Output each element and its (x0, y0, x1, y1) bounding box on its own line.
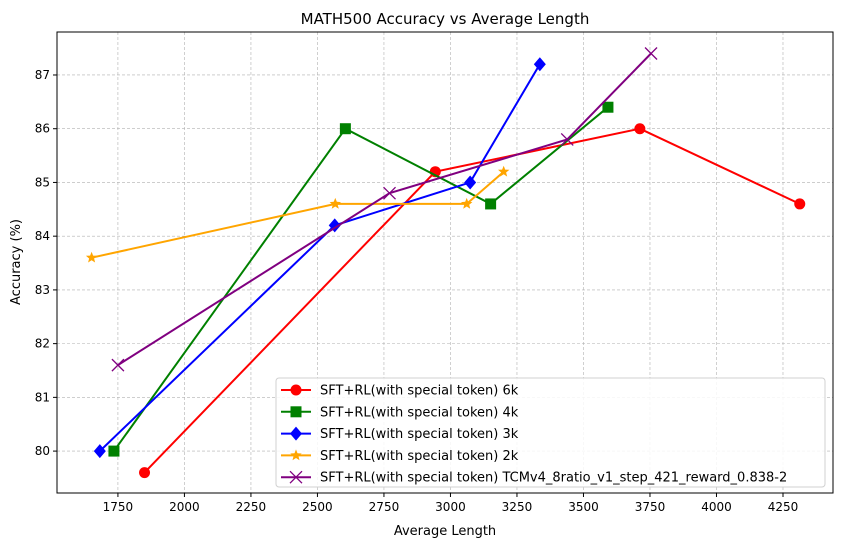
data-point-square (485, 198, 497, 210)
x-tick-label: 2000 (169, 500, 200, 514)
legend-marker-circle (290, 384, 302, 396)
data-point-diamond (533, 57, 546, 72)
series-line (113, 106, 609, 452)
y-tick-label: 86 (35, 122, 50, 136)
data-point-star (461, 197, 473, 209)
y-tick-label: 80 (35, 444, 50, 458)
legend-label: SFT+RL(with special token) 3k (320, 427, 519, 442)
legend-label: SFT+RL(with special token) TCMv4_8ratio_… (320, 471, 787, 486)
legend-entry: SFT+RL(with special token) 2k (281, 449, 519, 464)
legend-label: SFT+RL(with special token) 2k (320, 449, 519, 464)
legend-marker-star (290, 449, 302, 461)
data-point-diamond (464, 175, 477, 190)
x-tick-label: 3250 (502, 500, 533, 514)
x-axis-ticks: 1750 2000 2250 2500 2750 3000 3250 3500 3750 4000… (103, 493, 799, 514)
x-tick-label: 3750 (635, 500, 666, 514)
data-point-x (560, 132, 574, 146)
data-point-circle (634, 123, 646, 135)
plot-frame (56, 31, 834, 494)
data-point-x (383, 186, 396, 200)
series-3 (85, 165, 510, 263)
data-point-star (85, 251, 98, 263)
y-axis-ticks: 80 81 82 83 84 85 86 87 (35, 68, 57, 458)
series-line (117, 52, 652, 366)
y-tick-label: 83 (35, 283, 50, 297)
legend-box (275, 377, 826, 488)
series-4 (111, 47, 658, 372)
legend-entry: SFT+RL(with special token) 3k (281, 426, 519, 442)
data-point-star (498, 165, 510, 177)
x-tick-label: 4000 (701, 500, 732, 514)
chart-title: MATH500 Accuracy vs Average Length (301, 10, 590, 28)
y-axis-label: Accuracy (%) (9, 219, 24, 305)
legend-entry: SFT+RL(with special token) 6k (281, 384, 519, 399)
legend-marker-diamond (290, 426, 302, 441)
y-tick-label: 84 (35, 229, 50, 243)
data-point-square (602, 101, 614, 113)
series-line (91, 170, 505, 259)
y-tick-label: 85 (35, 175, 50, 189)
data-point-circle (139, 467, 151, 479)
legend-entry: SFT+RL(with special token) 4k (281, 405, 519, 420)
data-point-x (111, 358, 125, 372)
legend-entry: SFT+RL(with special token) TCMv4_8ratio_… (281, 471, 787, 486)
x-tick-label: 4250 (768, 500, 799, 514)
series-group (85, 47, 806, 479)
x-tick-label: 2250 (236, 500, 267, 514)
y-tick-label: 81 (35, 390, 50, 404)
data-point-diamond (93, 444, 106, 459)
x-tick-label: 3000 (435, 500, 466, 514)
x-tick-label: 1750 (103, 500, 134, 514)
series-line (143, 127, 801, 474)
data-point-circle (794, 198, 806, 210)
legend-label: SFT+RL(with special token) 6k (320, 384, 519, 399)
legend: SFT+RL(with special token) 6k SFT+RL(with… (275, 377, 826, 488)
legend-marker-x (289, 470, 303, 484)
x-tick-label: 2750 (369, 500, 400, 514)
legend-label: SFT+RL(with special token) 4k (320, 405, 519, 420)
data-point-square (339, 123, 351, 135)
data-point-square (108, 445, 120, 457)
series-1 (108, 101, 614, 457)
data-point-star (329, 197, 341, 209)
y-tick-label: 87 (35, 68, 50, 82)
x-tick-label: 2500 (302, 500, 333, 514)
data-point-x (644, 47, 658, 60)
legend-marker-square (290, 406, 302, 418)
x-tick-label: 3500 (568, 500, 599, 514)
y-tick-label: 82 (35, 337, 50, 351)
x-axis-label: Average Length (394, 524, 496, 539)
